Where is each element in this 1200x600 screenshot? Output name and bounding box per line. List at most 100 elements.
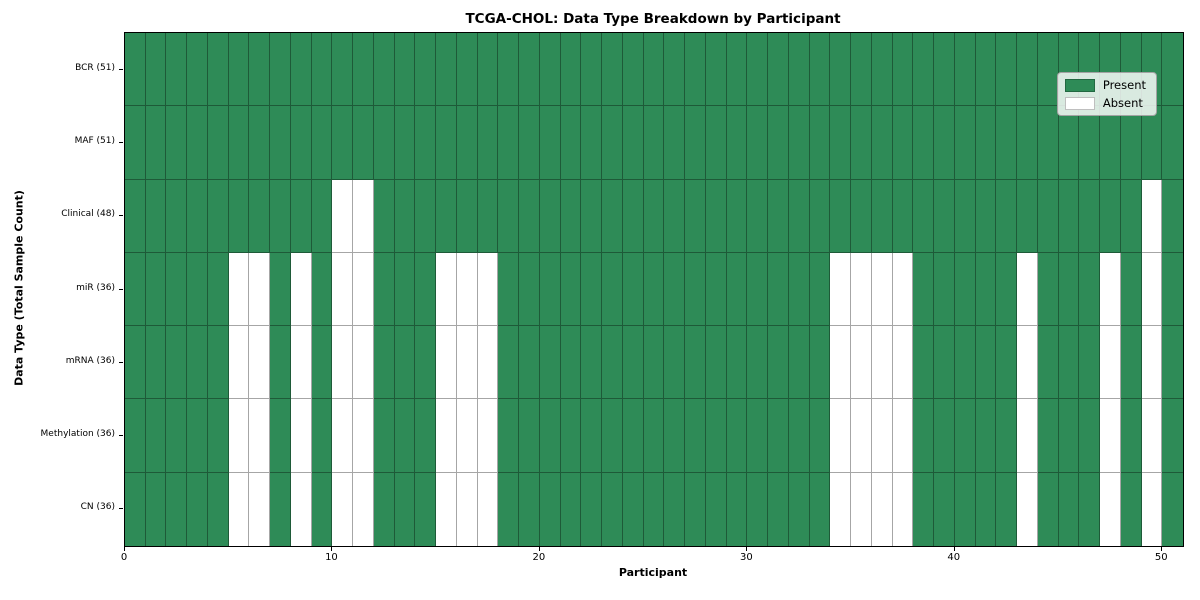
y-tick-mark [119,68,123,70]
matrix-cell [747,399,769,473]
matrix-cell [125,326,146,400]
matrix-cell [1017,252,1038,327]
matrix-cell [207,252,229,327]
matrix-cell [871,399,893,473]
matrix-cell [1017,326,1038,400]
matrix-cell [353,326,374,400]
matrix-cell [871,326,893,400]
matrix-cell [332,106,354,180]
matrix-cell [892,106,914,180]
matrix-cell [249,252,271,327]
matrix-cell [311,179,333,253]
matrix-cell [166,179,188,253]
matrix-cell [228,33,250,107]
matrix-cell [311,399,333,473]
matrix-cell [1037,106,1059,180]
matrix-cell [871,252,893,327]
matrix-cell [1120,326,1142,400]
matrix-cell [270,33,291,107]
matrix-cell [975,472,997,546]
matrix-cell [456,399,478,473]
matrix-cell [394,33,416,107]
matrix-cell [1058,472,1080,546]
matrix-cell [228,252,250,327]
matrix-cell [788,106,810,180]
matrix-cell [1120,252,1142,327]
matrix-cell [664,399,686,473]
matrix-cell [353,106,374,180]
matrix-cell [664,33,686,107]
matrix-cell [664,252,686,327]
x-tick-mark [331,547,333,551]
matrix-cell [539,399,561,473]
matrix-cell [477,179,499,253]
matrix-cell [705,399,727,473]
matrix-cell [934,252,955,327]
matrix-cell [249,179,271,253]
y-tick-label: CN (36) [80,502,115,513]
matrix-cell [851,33,872,107]
matrix-cell [1141,106,1163,180]
matrix-cell [353,252,374,327]
matrix-cell [954,33,976,107]
matrix-cell [768,33,789,107]
x-tick-label: 10 [325,552,338,563]
matrix-cell [311,326,333,400]
matrix-cell [394,399,416,473]
matrix-cell [436,399,457,473]
matrix-cell [166,472,188,546]
matrix-cell [560,179,582,253]
matrix-cell [809,472,831,546]
matrix-cell [228,179,250,253]
matrix-cell [643,106,665,180]
matrix-cell [353,399,374,473]
matrix-cell [125,179,146,253]
x-tick-label: 50 [1154,552,1168,563]
matrix-cell [207,33,229,107]
matrix-cell [602,106,623,180]
matrix-cell [892,33,914,107]
matrix-cell [498,33,520,107]
y-tick-mark [119,435,123,437]
matrix-cell [394,179,416,253]
matrix-cell [747,472,769,546]
matrix-cell [394,326,416,400]
matrix-cell [1141,179,1163,253]
matrix-cell [1100,326,1121,400]
matrix-cell [436,326,457,400]
matrix-cell [373,472,395,546]
matrix-cell [581,399,603,473]
matrix-cell [954,326,976,400]
matrix-cell [1079,252,1101,327]
matrix-cell [1017,33,1038,107]
matrix-cell [477,326,499,400]
matrix-cell [1058,252,1080,327]
matrix-cell [1037,33,1059,107]
matrix-cell [768,106,789,180]
matrix-cell [249,326,271,400]
matrix-cell [207,399,229,473]
matrix-cell [913,179,935,253]
matrix-cell [726,179,748,253]
matrix-cell [1162,252,1183,327]
matrix-cell [1120,472,1142,546]
matrix-cell [436,33,457,107]
matrix-cell [581,326,603,400]
matrix-cell [934,106,955,180]
matrix-cell [415,179,437,253]
matrix-cell [166,106,188,180]
matrix-cell [705,326,727,400]
matrix-cell [913,33,935,107]
matrix-cell [249,106,271,180]
matrix-cell [519,472,540,546]
matrix-cell [560,106,582,180]
x-tick-mark [953,547,955,551]
y-tick-mark [119,508,123,510]
matrix-cell [1162,106,1183,180]
chart-title: TCGA-CHOL: Data Type Breakdown by Partic… [465,11,841,27]
matrix-cell [498,399,520,473]
matrix-cell [830,399,852,473]
matrix-cell [1162,179,1183,253]
matrix-cell [622,472,644,546]
legend: Present Absent [1056,72,1157,116]
